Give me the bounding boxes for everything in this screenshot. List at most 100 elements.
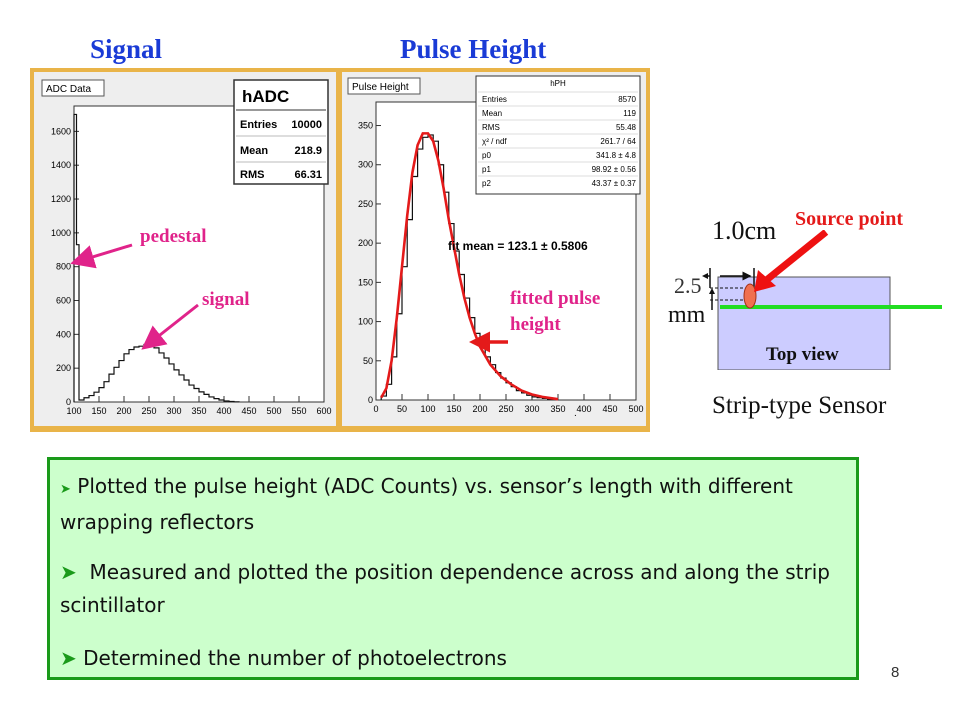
signal-stat-value: 218.9 [294,145,322,157]
0-x-tick-label: 600 [316,406,331,416]
pulse-height-header: Pulse Height [400,34,547,64]
1-y-tick-label: 100 [358,317,373,327]
1-x-tick-label: 500 [628,404,643,414]
sensor-diagram [702,230,942,370]
signal-tab-label: ADC Data [46,84,91,95]
0-y-tick-label: 1600 [51,126,71,136]
0-y-tick-label: 1000 [51,228,71,238]
0-y-tick-label: 600 [56,296,71,306]
signal-stat-key: RMS [240,169,264,181]
source-point-label: Source point [795,208,903,230]
arrow-bullet-icon: ➤ [60,482,71,497]
signal-stat-value: 66.31 [294,169,322,181]
0-y-tick-label: 1200 [51,194,71,204]
1-x-tick-label: 400 [576,404,591,414]
pulse-stats-title: hPH [550,79,566,88]
pulse-tab-label: Pulse Height [352,82,409,93]
sensor-caption: Strip-type Sensor [712,392,887,419]
offset-value-label: 2.5 [674,273,702,298]
1-y-tick-label: 200 [358,238,373,248]
signal-arrow [141,303,199,350]
bullet-text: Plotted the pulse height (ADC Counts) vs… [60,474,793,534]
signal-header: Signal [90,34,163,64]
pulse-stat-value: 98.92 ± 0.56 [592,165,637,174]
0-y-tick-label: 800 [56,262,71,272]
0-y-tick-label: 1400 [51,160,71,170]
pulse-stat-value: 261.7 / 64 [600,137,636,146]
bullet-text: Determined the number of photoelectrons [83,646,507,670]
bullet-item: ➤ Plotted the pulse height (ADC Counts) … [60,470,850,539]
1-x-tick-label: 300 [524,404,539,414]
signal-stat-value: 10000 [291,119,322,131]
0-x-tick-label: 150 [91,406,106,416]
summary-box: ➤ Plotted the pulse height (ADC Counts) … [47,457,859,680]
pulse-height-histogram-chart: Pulse Height 0 50 100 150 200 250 300 350 0 50 10… [342,72,646,426]
pulse-stat-key: p2 [482,179,491,188]
1-y-tick-label: 0 [368,395,373,405]
0-x-tick-label: 450 [241,406,256,416]
0-x-tick-label: 350 [191,406,206,416]
1-y-tick-label: 50 [363,356,373,366]
pedestal-arrow [70,243,133,269]
signal-stat-key: Entries [240,119,277,131]
arrow-bullet-icon: ➤ [60,646,77,670]
1-x-tick-label: 150 [446,404,461,414]
fit-mean-label: fit mean = 123.1 ± 0.5806 [448,239,588,253]
0-y-tick-label: 0 [66,397,71,407]
offset-unit-label: mm [668,302,706,328]
1-y-tick-label: 250 [358,199,373,209]
bullet-text: Measured and plotted the position depend… [60,560,830,617]
pulse-stats-box [475,75,641,195]
0-y-tick-label: 400 [56,329,71,339]
sensor-width-label: 1.0cm [712,216,777,245]
pedestal-label: pedestal [140,226,207,247]
page-number: 8 [891,664,900,681]
annotation-arrows [70,243,508,353]
pulse-height-canvas: Pulse Height 0 50 100 150 200 250 300 350 0 50 10… [342,72,646,426]
pulse-stat-key: p1 [482,165,491,174]
signal-label: signal [202,289,250,310]
1-x-tick-label: 200 [472,404,487,414]
top-view-label: Top view [766,344,839,365]
1-x-tick-label: 0 [373,404,378,414]
pulse-stat-value: 119 [623,109,636,118]
arrow-bullet-icon: ➤ [60,560,77,584]
fitted-pulse-height-label: fitted pulse height [510,286,600,338]
0-x-tick-label: 500 [266,406,281,416]
signal-stat-key: Mean [240,145,268,157]
bullet-item: ➤ Determined the number of photoelectron… [60,643,850,673]
pulse-stat-value: 43.37 ± 0.37 [592,179,637,188]
0-x-tick-label: 400 [216,406,231,416]
0-x-tick-label: 300 [166,406,181,416]
pulse-stat-key: Mean [482,109,502,118]
1-x-tick-label: 100 [420,404,435,414]
1-y-tick-label: 300 [358,160,373,170]
0-x-tick-label: 250 [141,406,156,416]
pulse-stat-value: 8570 [618,95,636,104]
fitted-label-line: height [510,314,561,335]
source-point-arrow [761,230,829,285]
1-x-tick-label: 250 [498,404,513,414]
gaussian-fit-curve [380,132,559,401]
0-y-tick-label: 200 [56,363,71,373]
signal-stats-title: hADC [242,87,289,106]
1-x-tick-label: 50 [397,404,407,414]
pulse-stat-value: 55.48 [616,123,637,132]
fitted-label-line: fitted pulse [510,288,601,309]
0-x-tick-label: 200 [116,406,131,416]
pulse-stat-key: χ² / ndf [482,137,507,146]
1-x-tick-label: 450 [602,404,617,414]
0-x-tick-label: 550 [291,406,306,416]
1-y-tick-label: 350 [358,121,373,131]
1-x-tick-label: 350 [550,404,565,414]
signal-stats-box [233,79,329,185]
1-y-tick-label: 150 [358,277,373,287]
pulse-stat-key: Entries [482,95,507,104]
source-point-marker [743,283,757,309]
bullet-item: ➤ Measured and plotted the position depe… [60,556,850,622]
pulse-stat-value: 341.8 ± 4.8 [596,151,637,160]
pulse-stat-key: p0 [482,151,491,160]
0-x-tick-label: 100 [66,406,81,416]
pulse-stat-key: RMS [482,123,500,132]
svg-text:.: . [574,408,577,419]
